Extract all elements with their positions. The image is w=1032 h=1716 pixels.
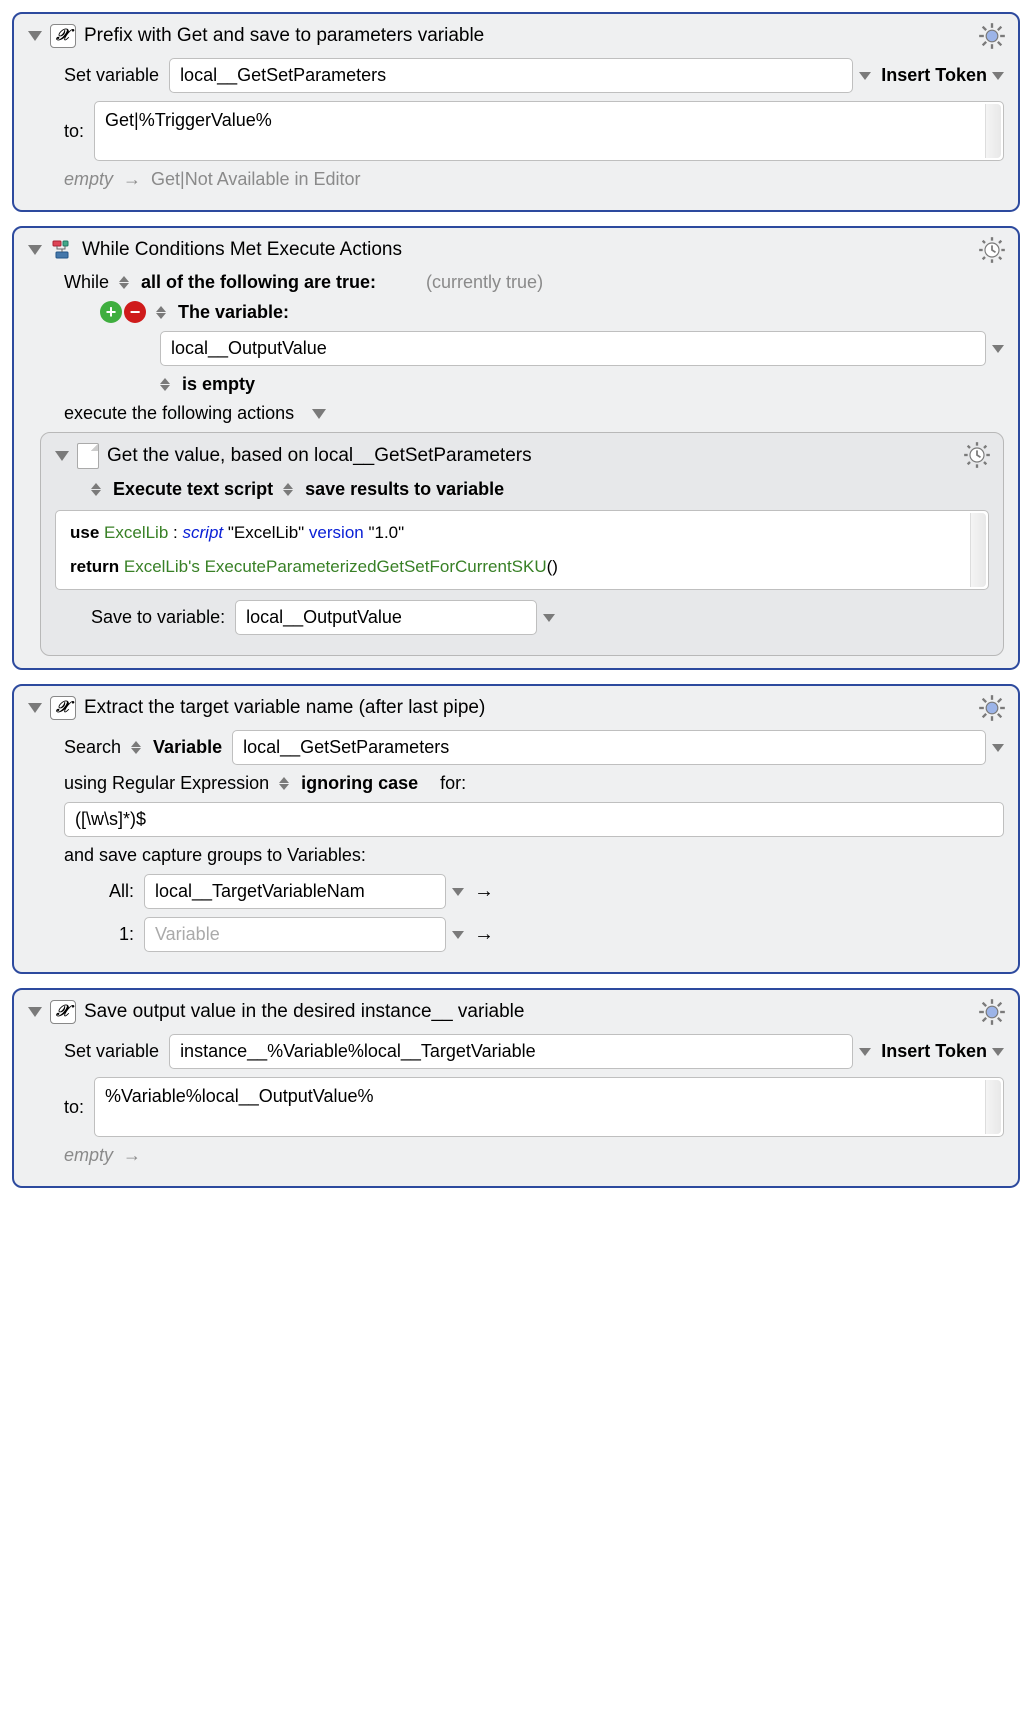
flow-icon <box>50 238 74 262</box>
nested-action-title: Get the value, based on local__GetSetPar… <box>107 445 532 467</box>
variable-icon: 𝒳 <box>50 696 76 720</box>
using-regex-label: using Regular Expression <box>64 773 269 794</box>
status-text: (currently true) <box>426 272 543 293</box>
to-label: to: <box>64 1097 84 1118</box>
is-empty-label[interactable]: is empty <box>182 374 255 395</box>
variable-icon: 𝒳 <box>50 1000 76 1024</box>
stepper-icon[interactable] <box>283 483 295 496</box>
stepper-icon[interactable] <box>91 483 103 496</box>
chevron-down-icon[interactable] <box>992 345 1004 353</box>
condition-variable-input[interactable]: local__OutputValue <box>160 331 986 366</box>
disclosure-triangle[interactable] <box>28 31 42 41</box>
execute-label: execute the following actions <box>64 403 294 424</box>
all-label: All: <box>100 881 134 902</box>
stepper-icon[interactable] <box>156 306 168 319</box>
chevron-down-icon[interactable] <box>992 744 1004 752</box>
disclosure-triangle[interactable] <box>312 409 326 419</box>
chevron-down-icon[interactable] <box>452 888 464 896</box>
stepper-icon[interactable] <box>131 741 143 754</box>
action-regex-search[interactable]: 𝒳 Extract the target variable name (afte… <box>12 684 1020 974</box>
chevron-down-icon[interactable] <box>859 1048 871 1056</box>
arrow-icon: → <box>123 169 141 190</box>
variable-name-input[interactable]: local__GetSetParameters <box>169 58 853 93</box>
save-to-variable-input[interactable]: local__OutputValue <box>235 600 537 635</box>
ignoring-case-label[interactable]: ignoring case <box>301 773 418 794</box>
chevron-down-icon[interactable] <box>859 72 871 80</box>
chevron-down-icon[interactable] <box>543 614 555 622</box>
action-title: Prefix with Get and save to parameters v… <box>84 25 484 47</box>
scrollbar[interactable] <box>985 1080 1001 1134</box>
set-variable-label: Set variable <box>64 65 159 86</box>
stepper-icon[interactable] <box>160 378 172 391</box>
chevron-down-icon[interactable] <box>452 931 464 939</box>
capture-1-input[interactable]: Variable <box>144 917 446 952</box>
save-results-label[interactable]: save results to variable <box>305 479 504 500</box>
disclosure-triangle[interactable] <box>28 703 42 713</box>
disclosure-triangle[interactable] <box>28 245 42 255</box>
script-icon <box>77 443 99 469</box>
remove-condition-button[interactable]: − <box>124 301 146 323</box>
action-title: Extract the target variable name (after … <box>84 697 485 719</box>
empty-label: empty <box>64 1145 113 1166</box>
scrollbar[interactable] <box>985 104 1001 158</box>
action-set-variable-output[interactable]: 𝒳 Save output value in the desired insta… <box>12 988 1020 1188</box>
regex-input[interactable]: ([\w\s]*)$ <box>64 802 1004 837</box>
gear-icon[interactable] <box>978 998 1006 1026</box>
insert-token-button[interactable]: Insert Token <box>881 65 1004 86</box>
save-to-label: Save to variable: <box>91 607 225 628</box>
to-value-input[interactable]: %Variable%local__OutputValue% <box>94 1077 1004 1137</box>
empty-result: Get|Not Available in Editor <box>151 169 360 190</box>
gear-icon[interactable] <box>978 694 1006 722</box>
disclosure-triangle[interactable] <box>55 451 69 461</box>
one-label: 1: <box>100 924 134 945</box>
scrollbar[interactable] <box>970 513 986 587</box>
gear-icon[interactable] <box>963 441 991 469</box>
empty-label: empty <box>64 169 113 190</box>
stepper-icon[interactable] <box>119 276 131 289</box>
for-label: for: <box>440 773 466 794</box>
action-title: While Conditions Met Execute Actions <box>82 239 402 261</box>
arrow-icon: → <box>474 880 494 903</box>
variable-icon: 𝒳 <box>50 24 76 48</box>
disclosure-triangle[interactable] <box>28 1007 42 1017</box>
the-variable-label[interactable]: The variable: <box>178 302 289 323</box>
arrow-icon: → <box>474 923 494 946</box>
add-condition-button[interactable]: + <box>100 301 122 323</box>
set-variable-label: Set variable <box>64 1041 159 1062</box>
insert-token-button[interactable]: Insert Token <box>881 1041 1004 1062</box>
search-variable-input[interactable]: local__GetSetParameters <box>232 730 986 765</box>
to-label: to: <box>64 121 84 142</box>
variable-name-input[interactable]: instance__%Variable%local__TargetVariabl… <box>169 1034 853 1069</box>
gear-icon[interactable] <box>978 236 1006 264</box>
capture-all-input[interactable]: local__TargetVariableNam <box>144 874 446 909</box>
variable-label[interactable]: Variable <box>153 737 222 758</box>
gear-icon[interactable] <box>978 22 1006 50</box>
stepper-icon[interactable] <box>279 777 291 790</box>
script-code-editor[interactable]: use ExcelLib : script "ExcelLib" version… <box>55 510 989 590</box>
action-title: Save output value in the desired instanc… <box>84 1001 524 1023</box>
arrow-icon: → <box>123 1145 141 1166</box>
nested-action-script[interactable]: Get the value, based on local__GetSetPar… <box>40 432 1004 656</box>
search-label: Search <box>64 737 121 758</box>
while-label: While <box>64 272 109 293</box>
condition-mode[interactable]: all of the following are true: <box>141 272 376 293</box>
save-capture-label: and save capture groups to Variables: <box>64 845 366 866</box>
action-set-variable-prefix[interactable]: 𝒳 Prefix with Get and save to parameters… <box>12 12 1020 212</box>
execute-script-label[interactable]: Execute text script <box>113 479 273 500</box>
to-value-input[interactable]: Get|%TriggerValue% <box>94 101 1004 161</box>
action-while-loop[interactable]: While Conditions Met Execute Actions Whi… <box>12 226 1020 670</box>
